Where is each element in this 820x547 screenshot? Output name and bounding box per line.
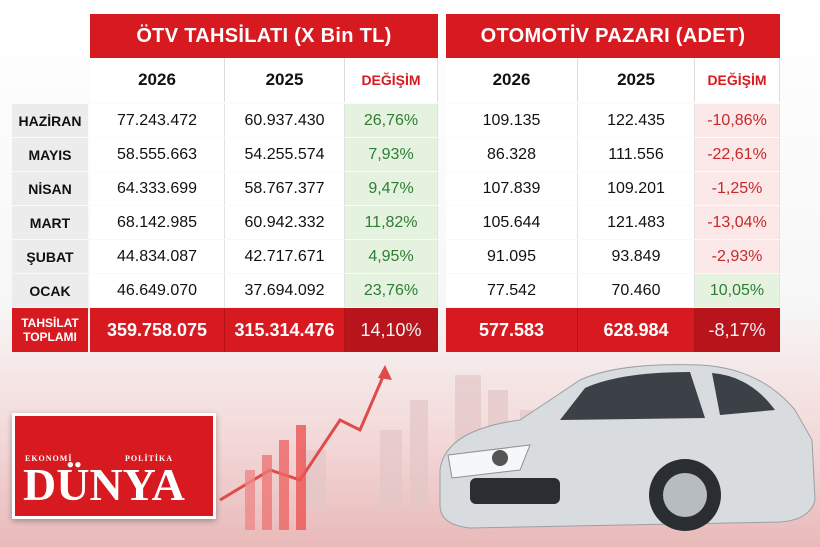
value-cell: 107.839 [446,172,578,205]
change-cell: -13,04% [695,206,780,239]
column-header: DEĞİŞİM [345,58,438,102]
value-cell: 70.460 [578,274,695,307]
row-label: NİSAN [12,172,88,205]
value-cell: 68.142.985 [90,206,225,239]
column-header: 2025 [225,58,345,102]
change-cell: 11,82% [345,206,438,239]
total-cell: 577.583 [446,308,578,352]
value-cell: 111.556 [578,138,695,171]
row-label: HAZİRAN [12,104,88,137]
value-cell: 109.135 [446,104,578,137]
logo: EKONOMİ POLİTİKA DÜNYA [12,413,216,519]
value-cell: 46.649.070 [90,274,225,307]
column-header: DEĞİŞİM [695,58,780,102]
value-cell: 58.767.377 [225,172,345,205]
total-cell: 359.758.075 [90,308,225,352]
total-cell: 628.984 [578,308,695,352]
car [439,364,816,531]
value-cell: 93.849 [578,240,695,273]
logo-name: DÜNYA [23,459,185,510]
row-label: MAYIS [12,138,88,171]
value-cell: 60.937.430 [225,104,345,137]
change-cell: -1,25% [695,172,780,205]
column-header: 2025 [578,58,695,102]
table-title: OTOMOTİV PAZARI (ADET) [446,14,780,58]
row-label: MART [12,206,88,239]
value-cell: 86.328 [446,138,578,171]
change-cell: -2,93% [695,240,780,273]
value-cell: 58.555.663 [90,138,225,171]
change-cell: 4,95% [345,240,438,273]
value-cell: 42.717.671 [225,240,345,273]
logo-tagline: POLİTİKA [125,454,174,463]
change-cell: 26,76% [345,104,438,137]
value-cell: 105.644 [446,206,578,239]
value-cell: 37.694.092 [225,274,345,307]
change-cell: 23,76% [345,274,438,307]
value-cell: 77.243.472 [90,104,225,137]
table-title: ÖTV TAHSİLATI (X Bin TL) [90,14,438,58]
total-label: TAHSİLAT TOPLAMI [12,308,88,352]
value-cell: 122.435 [578,104,695,137]
total-cell: 315.314.476 [225,308,345,352]
value-cell: 60.942.332 [225,206,345,239]
value-cell: 54.255.574 [225,138,345,171]
change-cell: -22,61% [695,138,780,171]
value-cell: 77.542 [446,274,578,307]
total-cell: -8,17% [695,308,780,352]
value-cell: 121.483 [578,206,695,239]
column-header: 2026 [446,58,578,102]
change-cell: 9,47% [345,172,438,205]
total-cell: 14,10% [345,308,438,352]
value-cell: 44.834.087 [90,240,225,273]
row-label: ŞUBAT [12,240,88,273]
change-cell: -10,86% [695,104,780,137]
row-label: OCAK [12,274,88,307]
value-cell: 91.095 [446,240,578,273]
change-cell: 10,05% [695,274,780,307]
logo-tagline: EKONOMİ [25,454,73,463]
column-header: 2026 [90,58,225,102]
value-cell: 109.201 [578,172,695,205]
value-cell: 64.333.699 [90,172,225,205]
change-cell: 7,93% [345,138,438,171]
